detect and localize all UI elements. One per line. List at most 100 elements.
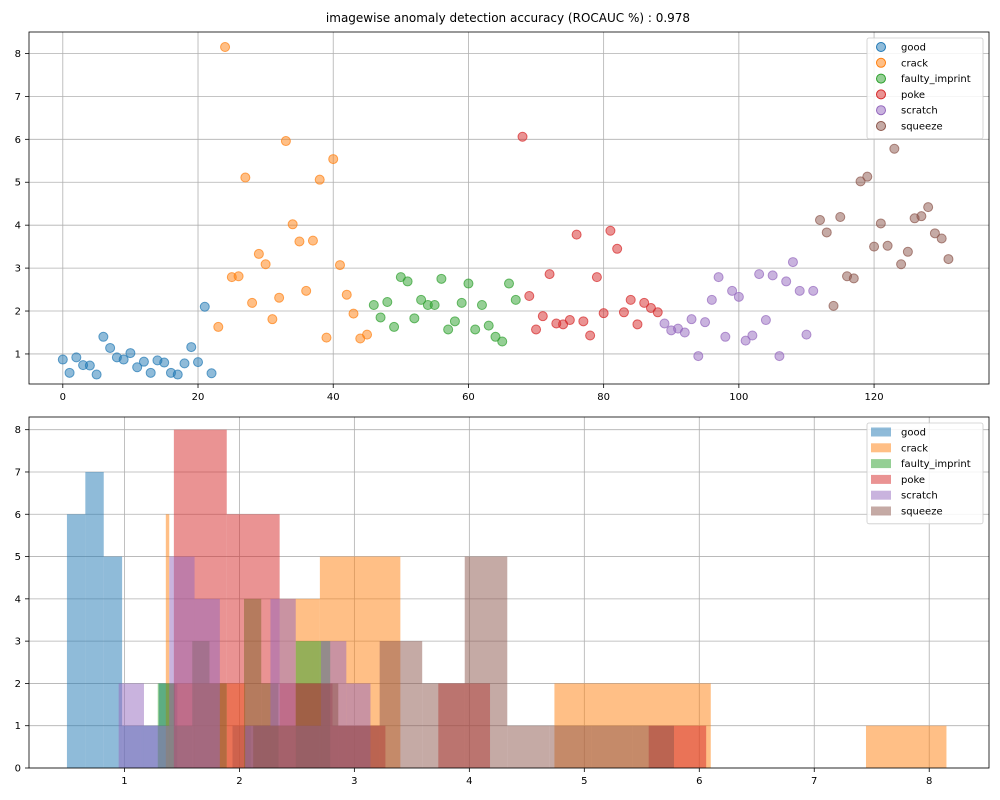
y-tick-label: 5 bbox=[15, 178, 21, 189]
data-point bbox=[923, 202, 934, 213]
plot-area bbox=[29, 32, 989, 384]
histogram-bar bbox=[338, 725, 380, 768]
data-point bbox=[362, 329, 373, 340]
data-point bbox=[476, 300, 487, 311]
x-tick-label: 8 bbox=[926, 776, 932, 787]
x-tick-label: 20 bbox=[192, 392, 205, 403]
data-point bbox=[801, 329, 812, 340]
legend-label: good bbox=[901, 43, 926, 54]
data-point bbox=[747, 330, 758, 341]
legend-marker bbox=[876, 73, 886, 84]
data-point bbox=[307, 235, 318, 246]
data-point bbox=[524, 291, 535, 301]
histogram-bar bbox=[103, 556, 123, 768]
y-tick-label: 5 bbox=[15, 552, 21, 563]
data-point bbox=[328, 154, 339, 165]
y-tick-label: 4 bbox=[15, 221, 21, 232]
legend-label: scratch bbox=[901, 106, 938, 117]
scatter-plot: 0 20 40 60 80 100 120 1 2 3 4 5 6 7 8 good crack faulty_i… bbox=[15, 31, 990, 403]
data-point bbox=[267, 314, 278, 325]
data-point bbox=[869, 241, 880, 252]
data-point bbox=[760, 315, 771, 326]
data-point bbox=[456, 297, 467, 308]
data-point bbox=[605, 225, 616, 236]
y-tick-label: 2 bbox=[15, 679, 21, 690]
data-point bbox=[334, 260, 345, 271]
x-tick-label: 0 bbox=[60, 392, 66, 403]
histogram-bar bbox=[549, 725, 592, 768]
x-tick-label: 2 bbox=[236, 776, 242, 787]
legend-label: scratch bbox=[901, 491, 938, 502]
data-point bbox=[632, 319, 643, 330]
data-point bbox=[443, 324, 454, 335]
histogram-bar bbox=[422, 683, 465, 768]
data-point bbox=[544, 269, 555, 280]
x-tick-label: 5 bbox=[581, 776, 587, 787]
legend-label: squeeze bbox=[901, 507, 943, 518]
data-point bbox=[71, 352, 82, 363]
histogram-bar bbox=[632, 725, 674, 768]
data-point bbox=[233, 271, 244, 282]
data-point bbox=[145, 367, 156, 378]
legend-label: crack bbox=[901, 443, 928, 454]
data-point bbox=[787, 257, 798, 268]
data-point bbox=[138, 356, 149, 367]
data-point bbox=[706, 294, 717, 305]
legend-label: squeeze bbox=[901, 122, 943, 133]
data-point bbox=[659, 318, 670, 329]
data-point bbox=[700, 317, 711, 328]
legend-marker bbox=[876, 105, 886, 116]
y-tick-label: 6 bbox=[15, 510, 21, 521]
x-tick-label: 6 bbox=[696, 776, 702, 787]
data-point bbox=[740, 335, 751, 346]
histogram-bar bbox=[85, 471, 104, 768]
y-tick-label: 7 bbox=[15, 467, 21, 478]
data-point bbox=[713, 272, 724, 283]
data-point bbox=[159, 357, 170, 368]
x-tick-label: 80 bbox=[597, 392, 610, 403]
data-point bbox=[598, 308, 609, 319]
legend-marker bbox=[876, 89, 886, 100]
data-point bbox=[213, 321, 224, 332]
data-point bbox=[186, 342, 197, 353]
data-point bbox=[781, 276, 792, 287]
y-tick-label: 8 bbox=[15, 49, 21, 60]
data-point bbox=[321, 332, 332, 343]
data-point bbox=[510, 294, 521, 305]
data-point bbox=[929, 228, 940, 239]
data-point bbox=[193, 357, 204, 368]
data-point bbox=[341, 289, 352, 300]
legend-box bbox=[866, 422, 984, 525]
data-point bbox=[652, 307, 663, 318]
histogram-bar bbox=[118, 683, 144, 768]
data-point bbox=[754, 269, 765, 280]
data-point bbox=[449, 316, 460, 327]
histogram-bar bbox=[865, 725, 947, 768]
data-point bbox=[287, 219, 298, 230]
y-tick-label: 1 bbox=[15, 349, 21, 360]
data-point bbox=[125, 348, 136, 359]
histogram-bar bbox=[169, 556, 195, 768]
legend-swatch bbox=[871, 490, 891, 500]
legend-label: faulty_imprint bbox=[901, 74, 971, 85]
x-tick-label: 7 bbox=[811, 776, 817, 787]
data-point bbox=[720, 331, 731, 342]
legend-label: poke bbox=[901, 475, 925, 486]
data-point bbox=[794, 285, 805, 296]
data-point bbox=[84, 360, 95, 371]
data-point bbox=[98, 331, 109, 342]
x-tick-label: 4 bbox=[466, 776, 472, 787]
data-point bbox=[591, 272, 602, 283]
data-point bbox=[537, 311, 548, 322]
data-point bbox=[733, 291, 744, 302]
data-point bbox=[639, 297, 650, 308]
data-point bbox=[483, 320, 494, 331]
histogram-bar bbox=[194, 598, 220, 768]
data-point bbox=[91, 369, 102, 380]
data-point bbox=[875, 218, 886, 229]
data-point bbox=[402, 276, 413, 287]
data-point bbox=[490, 331, 501, 342]
data-point bbox=[727, 285, 738, 296]
data-point bbox=[247, 297, 258, 308]
legend-swatch bbox=[871, 443, 891, 453]
